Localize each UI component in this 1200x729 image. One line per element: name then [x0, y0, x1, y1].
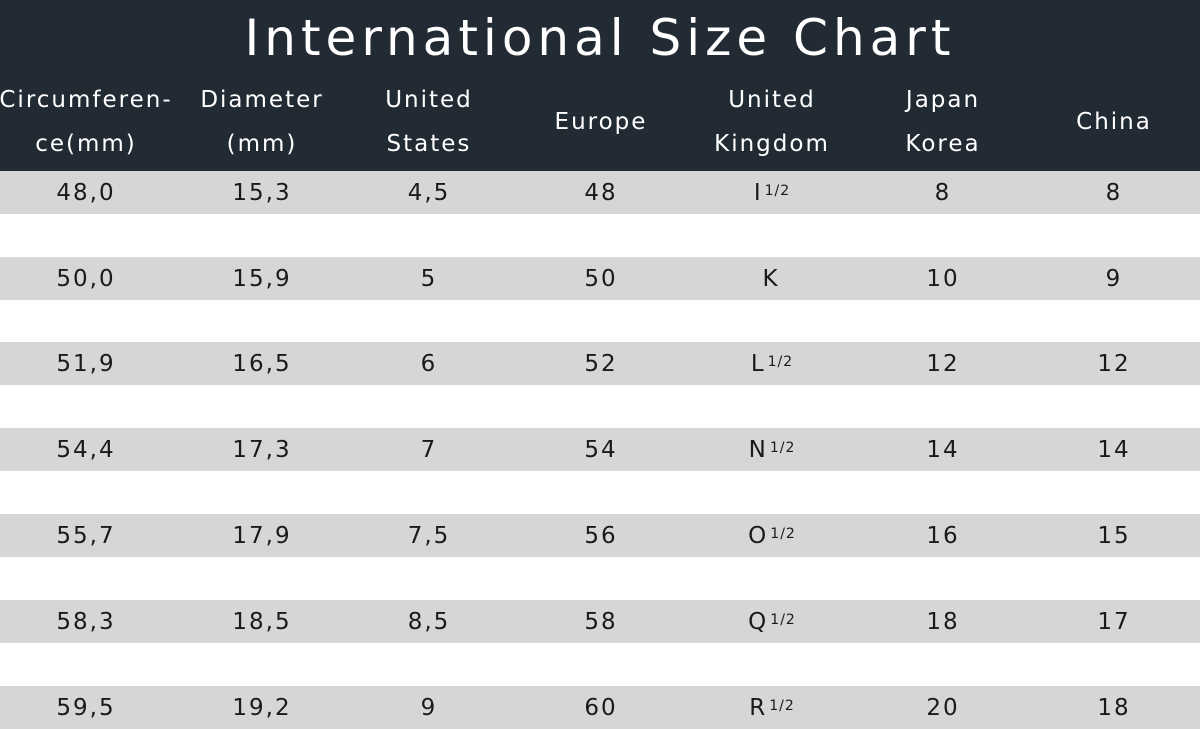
uk-size-fraction: 1/2	[770, 525, 796, 542]
cell-europe: 54	[584, 436, 618, 463]
table-row: 51,9 16,5 6 52 L 1/2 12 12	[0, 342, 1200, 385]
uk-size-fraction: 1/2	[770, 611, 796, 628]
cell-diameter: 18,5	[232, 608, 292, 635]
cell-united-kingdom: I 1/2	[696, 171, 848, 214]
cell-japan-korea: 20	[926, 694, 960, 721]
cell-circumference: 59,5	[56, 694, 116, 721]
row-spacer	[0, 385, 1200, 428]
cell-united-kingdom: Q 1/2	[696, 600, 848, 643]
cell-united-states: 6	[420, 350, 438, 377]
cell-united-kingdom: R 1/2	[696, 686, 848, 729]
header-united-kingdom: United Kingdom	[714, 87, 830, 157]
cell-japan-korea: 14	[926, 436, 960, 463]
cell-china: 9	[1105, 265, 1123, 292]
cell-diameter: 17,9	[232, 522, 292, 549]
cell-china: 8	[1105, 179, 1123, 206]
header-japan-korea: Japan Korea	[905, 87, 981, 157]
cell-united-states: 7	[420, 436, 438, 463]
cell-united-kingdom: K	[696, 257, 848, 300]
cell-europe: 48	[584, 179, 618, 206]
row-spacer	[0, 300, 1200, 343]
table-row: 58,3 18,5 8,5 58 Q 1/2 18 17	[0, 600, 1200, 643]
cell-circumference: 48,0	[56, 179, 116, 206]
header-europe: Europe	[554, 109, 648, 135]
row-spacer	[0, 557, 1200, 600]
cell-united-states: 7,5	[407, 522, 451, 549]
row-spacer	[0, 214, 1200, 257]
table-row: 54,4 17,3 7 54 N 1/2 14 14	[0, 428, 1200, 471]
page-title: International Size Chart	[244, 8, 956, 67]
uk-size-letter: O	[748, 522, 769, 549]
cell-europe: 56	[584, 522, 618, 549]
cell-diameter: 15,9	[232, 265, 292, 292]
cell-europe: 58	[584, 608, 618, 635]
header-diameter: Diameter (mm)	[200, 87, 324, 157]
cell-united-states: 8,5	[407, 608, 451, 635]
uk-size-letter: K	[762, 265, 780, 292]
cell-japan-korea: 16	[926, 522, 960, 549]
cell-united-kingdom: N 1/2	[696, 428, 848, 471]
cell-china: 14	[1097, 436, 1131, 463]
cell-circumference: 54,4	[56, 436, 116, 463]
uk-size-fraction: 1/2	[769, 697, 795, 714]
cell-china: 18	[1097, 694, 1131, 721]
cell-japan-korea: 10	[926, 265, 960, 292]
uk-size-letter: R	[749, 694, 768, 721]
cell-circumference: 58,3	[56, 608, 116, 635]
table-row: 48,0 15,3 4,5 48 I 1/2 8 8	[0, 171, 1200, 214]
uk-size-letter: Q	[748, 608, 769, 635]
uk-size-fraction: 1/2	[764, 182, 791, 199]
title-bar: International Size Chart	[0, 0, 1200, 73]
cell-united-kingdom: L 1/2	[696, 342, 848, 385]
table-row: 55,7 17,9 7,5 56 O 1/2 16 15	[0, 514, 1200, 557]
cell-diameter: 16,5	[232, 350, 292, 377]
cell-europe: 50	[584, 265, 618, 292]
header-china: China	[1076, 109, 1152, 135]
uk-size-letter: N	[748, 436, 768, 463]
cell-japan-korea: 8	[934, 179, 952, 206]
uk-size-fraction: 1/2	[767, 353, 794, 370]
cell-circumference: 51,9	[56, 350, 116, 377]
row-spacer	[0, 643, 1200, 686]
cell-circumference: 55,7	[56, 522, 116, 549]
cell-europe: 60	[584, 694, 618, 721]
row-spacer	[0, 471, 1200, 514]
cell-diameter: 17,3	[232, 436, 292, 463]
uk-size-letter: L	[750, 350, 766, 377]
cell-circumference: 50,0	[56, 265, 116, 292]
header-united-states: United States	[385, 87, 473, 157]
cell-europe: 52	[584, 350, 618, 377]
cell-united-states: 5	[420, 265, 438, 292]
cell-china: 15	[1097, 522, 1131, 549]
cell-japan-korea: 18	[926, 608, 960, 635]
cell-china: 17	[1097, 608, 1131, 635]
table-row: 59,5 19,2 9 60 R 1/2 20 18	[0, 686, 1200, 729]
header-circumference: Circumferen- ce(mm)	[0, 87, 173, 157]
cell-united-states: 9	[420, 694, 438, 721]
cell-china: 12	[1097, 350, 1131, 377]
cell-diameter: 19,2	[232, 694, 292, 721]
uk-size-fraction: 1/2	[769, 439, 796, 456]
cell-japan-korea: 12	[926, 350, 960, 377]
table-row: 50,0 15,9 5 50 K 10 9	[0, 257, 1200, 300]
table-header: Circumferen- ce(mm) Diameter (mm) United…	[0, 73, 1200, 171]
uk-size-letter: I	[753, 179, 763, 206]
cell-diameter: 15,3	[232, 179, 292, 206]
cell-united-kingdom: O 1/2	[696, 514, 848, 557]
cell-united-states: 4,5	[407, 179, 451, 206]
